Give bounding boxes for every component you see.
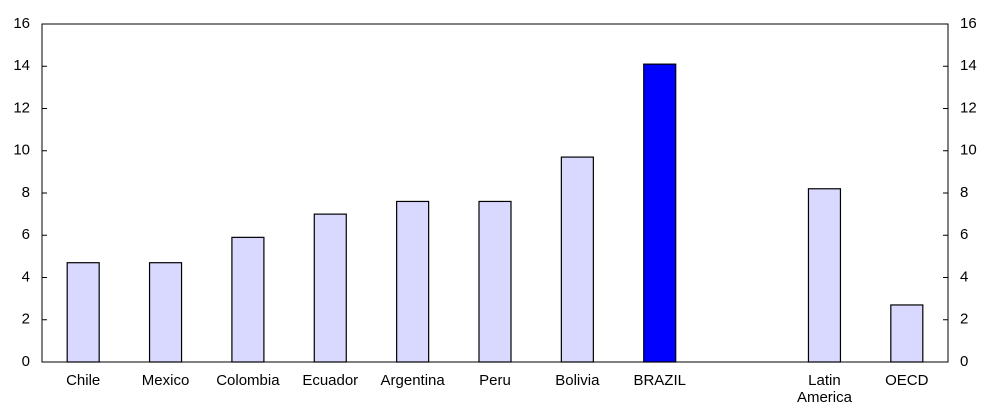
x-tick-label: OECD — [885, 372, 929, 389]
y-tick-label: 12 — [13, 99, 30, 116]
y2-tick-label: 8 — [960, 184, 968, 201]
y-tick-label: 8 — [22, 184, 30, 201]
x-tick-label: Bolivia — [555, 372, 600, 389]
y-tick-label: 6 — [22, 226, 30, 243]
bar — [890, 304, 924, 363]
y-tick-label: 4 — [22, 268, 30, 285]
bar — [231, 236, 265, 363]
y2-tick-label: 14 — [960, 57, 977, 74]
x-tick-label: Argentina — [380, 372, 445, 389]
bar — [396, 200, 430, 363]
y-tick-label: 16 — [13, 15, 30, 32]
y-tick-label: 14 — [13, 57, 30, 74]
bar — [478, 200, 512, 363]
x-tick-label: Latin America — [796, 372, 852, 406]
bar — [643, 63, 677, 363]
y2-tick-label: 6 — [960, 226, 968, 243]
bar — [66, 262, 100, 363]
y-tick-label: 0 — [22, 353, 30, 370]
y2-tick-label: 10 — [960, 142, 977, 159]
y2-tick-label: 2 — [960, 311, 968, 328]
x-tick-label: Ecuador — [302, 372, 359, 389]
y-tick-label: 10 — [13, 142, 30, 159]
bar — [560, 156, 594, 363]
y2-tick-label: 16 — [960, 15, 977, 32]
y2-tick-label: 4 — [960, 268, 968, 285]
x-tick-label: BRAZIL — [633, 372, 686, 389]
y2-tick-label: 12 — [960, 99, 977, 116]
x-tick-label: Peru — [479, 372, 511, 389]
bar — [807, 188, 842, 363]
x-tick-label: Colombia — [216, 372, 280, 389]
x-tick-label: Mexico — [141, 372, 190, 389]
bar — [313, 213, 347, 363]
x-tick-label: Chile — [66, 372, 101, 389]
y-tick-label: 2 — [22, 311, 30, 328]
y2-tick-label: 0 — [960, 353, 968, 370]
bar — [148, 262, 183, 363]
